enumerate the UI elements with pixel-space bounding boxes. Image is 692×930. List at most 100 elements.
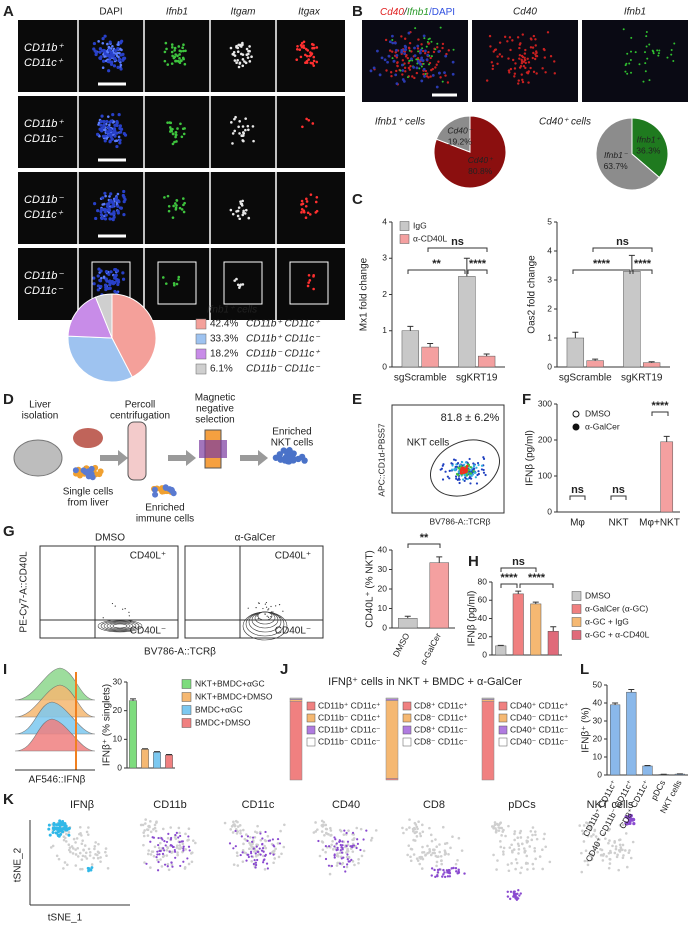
dot [163,59,167,63]
dot [328,872,332,876]
dot [186,857,189,860]
dot [549,55,553,58]
dot [99,123,103,127]
dot [104,194,107,198]
dot [239,200,242,203]
dot [408,49,411,52]
dot [336,855,340,858]
dot [520,866,523,869]
y-tick-label: 300 [538,398,552,408]
dot [99,119,103,124]
tube [127,421,147,481]
dot [117,58,121,63]
dot [99,856,102,859]
dot [421,59,425,62]
dot [448,875,452,878]
dot [415,835,419,838]
dot [535,837,539,841]
dot [496,859,499,862]
dot [457,868,460,871]
y-tick-label: 2 [382,289,387,299]
y-tick-label: 0 [382,622,387,632]
dot [265,606,268,608]
legend-swatch [181,692,192,702]
dot [430,40,433,43]
histogram [14,718,96,752]
legend-value: 6.1% [210,364,233,375]
dot [666,56,669,59]
dot [416,44,420,48]
dot [391,34,394,38]
dot [389,71,393,74]
dot [169,128,173,131]
dot [405,828,408,831]
dot [433,848,436,852]
dot [250,55,253,59]
dot [468,476,471,480]
dot [345,831,348,835]
dot [432,50,436,54]
pie-title: Cd40⁺ cells [539,117,591,128]
dot [229,208,233,212]
dot [253,830,257,834]
dot [102,49,107,53]
dot [165,840,169,844]
dot [517,82,520,85]
dot [82,848,85,852]
dot [318,854,322,858]
dot [351,846,354,849]
dot [533,57,537,61]
dot [234,115,237,119]
dot [74,848,77,851]
dot [670,49,673,52]
dot [255,863,258,867]
channel-header: DAPI [99,7,122,18]
dot [96,288,100,292]
dot [325,832,329,835]
dot [508,846,512,849]
dot [321,823,324,827]
dot [420,56,424,60]
dot [115,144,119,149]
dot [493,48,497,52]
dot [247,607,249,609]
legend-label: α-GalCer [585,421,620,431]
pie-slice [631,117,669,179]
dot [511,39,514,42]
error-bar [515,590,522,594]
dot [489,45,492,48]
dot [177,278,180,281]
dot [396,64,399,67]
dot [86,833,90,836]
bar-segment [385,697,399,700]
bar [512,593,524,656]
dot [345,855,349,859]
dot [533,849,537,853]
dot [466,477,469,481]
dot [502,846,506,850]
dot [357,857,360,861]
dot [517,79,520,82]
dot [443,71,446,75]
dot [589,825,592,828]
dot [72,837,76,841]
dot [107,69,111,73]
bar [586,360,604,368]
dot [449,846,452,850]
dot [437,50,441,54]
dot [54,827,58,831]
dot [451,60,455,64]
dot [263,838,267,842]
dot [503,35,507,39]
dot [426,53,430,57]
dot [413,839,417,842]
dot [93,847,96,851]
dot [409,847,413,851]
dot [413,821,417,825]
dot [448,469,451,472]
dot [58,826,62,830]
dot [534,833,537,837]
legend-swatch [402,725,412,735]
dot [532,867,535,871]
dot [586,859,589,863]
